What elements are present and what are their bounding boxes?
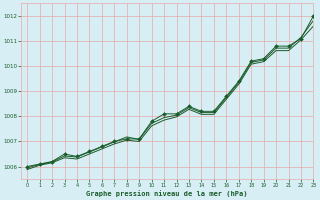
X-axis label: Graphe pression niveau de la mer (hPa): Graphe pression niveau de la mer (hPa) (86, 190, 248, 197)
